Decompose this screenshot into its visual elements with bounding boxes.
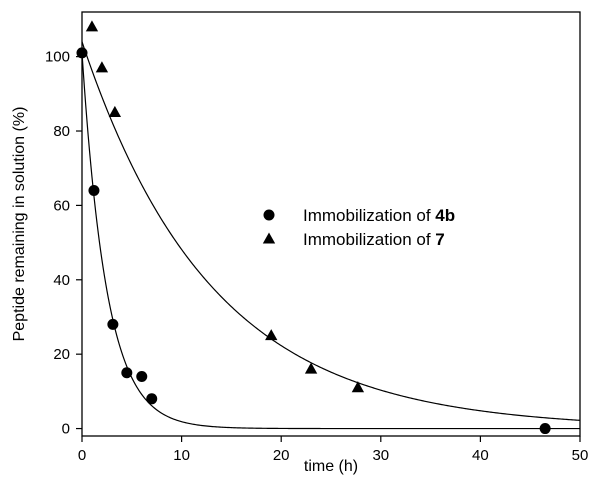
data-point bbox=[95, 61, 109, 73]
data-point bbox=[121, 367, 133, 379]
data-point bbox=[108, 105, 122, 117]
y-axis-ticks: 0 20 40 60 80 100 bbox=[45, 49, 82, 438]
fit-curve-1 bbox=[81, 52, 580, 430]
fit-curves bbox=[81, 41, 581, 430]
legend-label-bold: 7 bbox=[435, 230, 444, 249]
legend-entry: Immobilization of 4b bbox=[303, 206, 455, 225]
data-point bbox=[265, 329, 278, 341]
y-tick-label: 0 bbox=[62, 421, 70, 438]
data-point bbox=[304, 362, 318, 374]
x-tick-label: 20 bbox=[273, 447, 290, 464]
data-point bbox=[146, 393, 158, 405]
x-tick-label: 30 bbox=[372, 447, 389, 464]
legend-marker-triangle bbox=[262, 232, 276, 244]
legend-label-bold: 4b bbox=[435, 206, 455, 225]
data-points bbox=[76, 20, 551, 435]
data-point bbox=[539, 423, 551, 435]
legend-label: Immobilization of bbox=[303, 230, 435, 249]
y-tick-label: 40 bbox=[53, 272, 70, 289]
legend-label: Immobilization of bbox=[303, 206, 435, 225]
y-tick-label: 80 bbox=[53, 123, 70, 140]
y-tick-label: 20 bbox=[53, 346, 70, 363]
legend-entry: Immobilization of 7 bbox=[303, 230, 445, 249]
y-axis-title: Peptide remaining in solution (%) bbox=[11, 107, 28, 342]
fit-curve-2 bbox=[81, 41, 581, 421]
legend-marker-circle bbox=[263, 209, 275, 221]
data-point bbox=[351, 381, 365, 393]
x-tick-label: 50 bbox=[572, 447, 589, 464]
data-point bbox=[107, 318, 119, 330]
data-point bbox=[88, 185, 100, 197]
data-point bbox=[85, 20, 99, 32]
y-tick-label: 100 bbox=[45, 49, 70, 66]
x-axis-title: time (h) bbox=[304, 458, 358, 475]
plot-frame bbox=[81, 11, 581, 437]
data-point bbox=[136, 370, 148, 382]
x-tick-label: 40 bbox=[472, 447, 489, 464]
x-tick-label: 10 bbox=[173, 447, 190, 464]
x-tick-label: 0 bbox=[78, 447, 86, 464]
y-tick-label: 60 bbox=[53, 197, 70, 214]
x-axis-ticks: 0 10 20 30 40 50 bbox=[78, 436, 589, 464]
